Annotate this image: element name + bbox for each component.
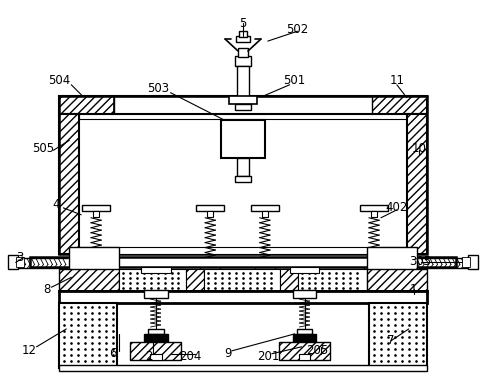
Text: 7: 7 [387, 334, 395, 347]
Bar [59, 114, 79, 255]
Bar [204, 269, 280, 291]
Text: 503: 503 [148, 82, 170, 95]
Bar [141, 267, 171, 273]
Bar [196, 205, 224, 211]
Bar [59, 364, 427, 370]
Bar [372, 96, 427, 114]
Bar [221, 120, 265, 158]
Bar [144, 290, 168, 298]
Bar [79, 114, 407, 118]
Text: 305: 305 [410, 255, 432, 268]
Bar [367, 269, 427, 291]
Bar [59, 291, 427, 303]
Bar [30, 258, 456, 267]
Bar [59, 96, 427, 255]
Bar [360, 205, 388, 211]
Bar [279, 342, 330, 360]
Bar [297, 269, 367, 291]
Text: 502: 502 [286, 22, 309, 36]
Text: 11: 11 [389, 74, 404, 87]
Bar [407, 114, 427, 255]
Bar [255, 261, 275, 270]
Bar [79, 246, 407, 255]
Text: 10: 10 [411, 142, 426, 155]
Bar [86, 261, 106, 270]
Bar [296, 329, 312, 334]
Bar [239, 31, 247, 37]
Text: 3: 3 [16, 251, 23, 264]
Bar [280, 269, 297, 291]
Bar [16, 258, 24, 267]
Bar [237, 66, 249, 99]
Bar [407, 114, 427, 255]
Bar [293, 290, 316, 298]
Bar [229, 96, 257, 104]
Text: 4: 4 [52, 198, 60, 211]
Bar [82, 205, 110, 211]
Text: 205: 205 [306, 344, 329, 357]
Bar [290, 267, 319, 273]
Bar [237, 158, 249, 176]
Bar [367, 246, 417, 272]
Text: 501: 501 [283, 74, 306, 87]
Bar [93, 211, 99, 217]
Bar [293, 334, 316, 342]
Bar [251, 205, 279, 211]
Bar [369, 303, 427, 368]
Bar [236, 36, 250, 42]
Bar [59, 303, 117, 368]
Bar [235, 104, 251, 110]
Bar [238, 48, 248, 57]
Text: 6: 6 [109, 347, 117, 360]
Bar [200, 261, 220, 270]
Text: 1: 1 [410, 283, 417, 296]
Bar [59, 114, 79, 255]
Bar [235, 56, 251, 66]
Bar [130, 342, 181, 360]
Bar [150, 354, 162, 360]
Bar [371, 211, 377, 217]
Bar [59, 96, 114, 114]
Text: 12: 12 [22, 344, 37, 357]
Text: 504: 504 [48, 74, 70, 87]
Text: 5: 5 [239, 17, 247, 30]
Bar [262, 211, 268, 217]
Text: 402: 402 [386, 201, 408, 214]
Bar [59, 269, 119, 291]
Bar [298, 354, 311, 360]
Text: 2: 2 [145, 350, 153, 363]
Bar [144, 334, 168, 342]
Bar [235, 176, 251, 182]
Bar [119, 269, 187, 291]
Bar [462, 258, 470, 267]
Text: 8: 8 [43, 283, 50, 296]
Text: 505: 505 [33, 142, 54, 155]
Text: 201: 201 [257, 350, 279, 363]
Bar [59, 96, 427, 114]
Bar [469, 255, 478, 269]
Bar [8, 255, 17, 269]
Bar [148, 329, 164, 334]
Bar [364, 261, 384, 270]
Bar [207, 211, 213, 217]
Bar [187, 269, 204, 291]
Bar [69, 246, 119, 272]
Text: 204: 204 [179, 350, 202, 363]
Text: 9: 9 [225, 347, 232, 360]
Bar [114, 96, 372, 114]
